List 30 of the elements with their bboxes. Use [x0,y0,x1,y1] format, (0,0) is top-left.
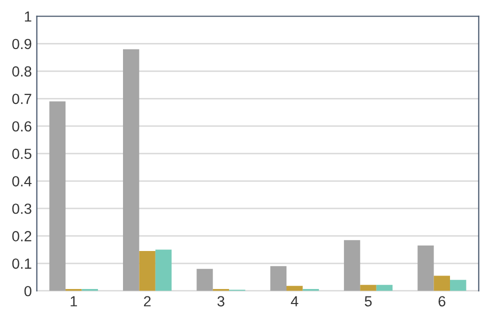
x-tick-label: 5 [364,296,372,306]
y-tick-label: 0.9 [12,38,32,50]
y-tick-label: 0 [24,286,32,296]
x-tick-label: 2 [144,296,151,306]
bar [286,286,303,291]
y-tick-label: 1 [24,12,32,22]
x-tick-label: 6 [438,296,446,306]
bar [360,284,376,291]
y-tick-label: 0.4 [12,176,32,186]
y-tick-label: 0.8 [12,66,32,77]
bar [139,251,156,291]
y-tick-label: 0.3 [12,204,32,214]
bar [344,240,360,291]
x-tick-label: 1 [70,296,77,306]
x-tick-label: 3 [217,296,224,306]
bar [122,49,140,291]
x-tick-label: 4 [290,296,298,306]
y-tick-label: 0.1 [12,258,32,269]
bar [450,280,466,291]
y-tick-label: 0.2 [12,231,32,242]
bar [434,276,450,291]
y-tick-label: 0.5 [12,148,32,159]
bar [376,284,393,291]
bar [155,250,172,291]
y-tick-label: 0.7 [12,94,32,104]
bar [196,268,213,291]
bar [270,266,286,291]
y-tick-label: 0.6 [12,121,32,132]
bar [418,246,434,291]
bar [49,101,66,291]
